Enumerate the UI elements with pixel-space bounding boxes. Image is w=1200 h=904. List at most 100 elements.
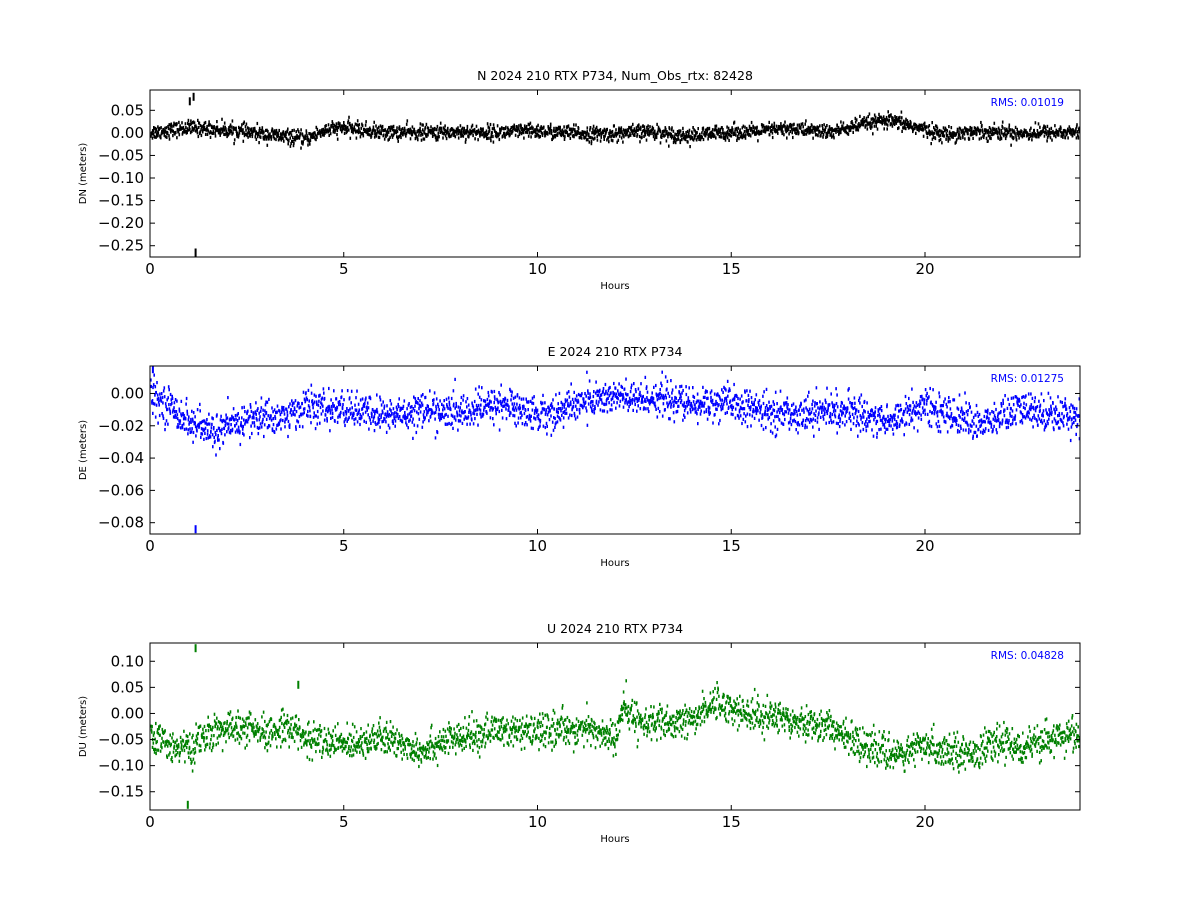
data-point xyxy=(557,415,559,418)
data-point xyxy=(1067,136,1069,139)
data-point xyxy=(438,405,440,408)
data-point xyxy=(768,401,770,404)
data-point xyxy=(466,405,468,408)
data-point xyxy=(949,137,951,140)
data-point xyxy=(609,135,611,138)
data-point xyxy=(901,408,903,411)
data-point xyxy=(745,133,747,136)
data-point xyxy=(411,405,413,408)
data-point xyxy=(743,125,745,128)
data-point xyxy=(987,409,989,412)
data-point xyxy=(194,422,196,425)
data-point xyxy=(279,423,281,426)
data-point xyxy=(186,397,188,400)
data-point xyxy=(987,140,989,143)
data-point xyxy=(499,428,501,431)
data-point xyxy=(468,415,470,418)
data-point xyxy=(388,131,390,134)
data-point xyxy=(322,397,324,400)
data-point xyxy=(901,116,903,119)
data-point xyxy=(197,131,199,134)
data-point xyxy=(855,424,857,427)
data-point xyxy=(697,393,699,396)
data-point xyxy=(258,141,260,144)
data-point xyxy=(422,393,424,396)
data-point xyxy=(320,406,322,409)
data-point xyxy=(759,399,761,402)
data-point xyxy=(447,127,449,130)
data-point xyxy=(301,413,303,416)
data-point xyxy=(220,131,222,134)
data-point xyxy=(300,128,302,131)
data-point xyxy=(520,407,522,410)
data-point xyxy=(789,420,791,423)
data-point xyxy=(736,127,738,130)
data-point xyxy=(386,404,388,407)
data-point xyxy=(809,408,811,411)
data-point xyxy=(167,423,169,426)
data-point xyxy=(296,410,298,413)
data-point xyxy=(280,427,282,430)
data-point xyxy=(830,412,832,415)
data-point xyxy=(925,388,927,391)
data-point xyxy=(217,434,219,437)
data-point xyxy=(479,396,481,399)
data-point xyxy=(293,129,295,132)
data-point xyxy=(319,394,321,397)
data-point xyxy=(639,135,641,138)
data-point xyxy=(370,128,372,131)
data-point xyxy=(946,412,948,415)
data-point xyxy=(514,414,516,417)
data-point xyxy=(209,423,211,426)
data-point xyxy=(627,409,629,412)
data-point xyxy=(566,131,568,134)
data-point xyxy=(575,405,577,408)
data-point xyxy=(613,124,615,127)
data-point xyxy=(862,421,864,424)
data-point xyxy=(599,389,601,392)
data-point xyxy=(965,401,967,404)
data-point xyxy=(784,418,786,421)
data-point xyxy=(1010,128,1012,131)
data-point xyxy=(162,401,164,404)
data-point xyxy=(971,425,973,428)
data-point xyxy=(526,125,528,128)
data-point xyxy=(420,122,422,125)
data-point xyxy=(748,129,750,132)
data-point xyxy=(269,424,271,427)
data-point xyxy=(412,418,414,421)
data-point xyxy=(260,410,262,413)
data-point xyxy=(254,424,256,427)
data-point xyxy=(884,426,886,429)
data-point xyxy=(737,397,739,400)
data-point xyxy=(487,122,489,125)
data-point xyxy=(976,425,978,428)
data-point xyxy=(939,395,941,398)
data-point xyxy=(600,136,602,139)
data-point xyxy=(346,407,348,410)
data-point xyxy=(208,413,210,416)
data-point xyxy=(881,409,883,412)
data-point xyxy=(656,136,658,139)
data-point xyxy=(211,423,213,426)
data-point xyxy=(926,125,928,128)
data-point xyxy=(924,402,926,405)
data-point xyxy=(223,419,225,422)
data-point xyxy=(605,390,607,393)
data-point xyxy=(958,130,960,133)
data-point xyxy=(836,431,838,434)
data-point xyxy=(359,408,361,411)
data-point xyxy=(350,137,352,140)
data-point xyxy=(333,389,335,392)
data-point xyxy=(926,392,928,395)
data-point xyxy=(549,409,551,412)
data-point xyxy=(194,121,196,124)
data-point xyxy=(973,422,975,425)
data-point xyxy=(956,138,958,141)
data-point xyxy=(348,116,350,119)
x-axis-label: Hours xyxy=(600,281,629,292)
data-point xyxy=(727,380,729,383)
data-point xyxy=(166,419,168,422)
data-point xyxy=(976,404,978,407)
data-point xyxy=(589,379,591,382)
